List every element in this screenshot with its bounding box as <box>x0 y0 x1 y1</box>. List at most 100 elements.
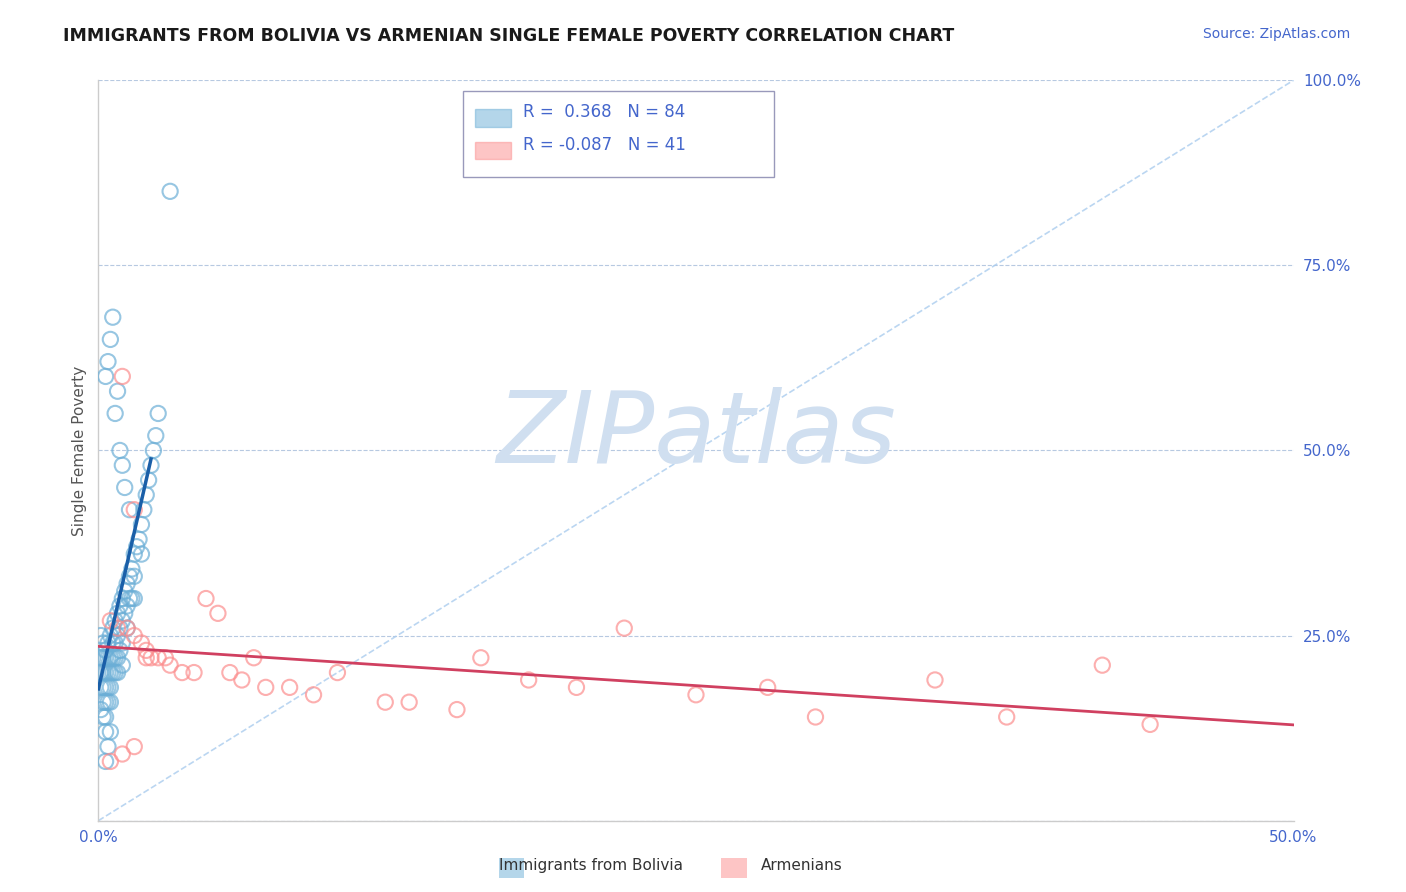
Point <box>114 607 136 621</box>
Point <box>111 369 134 384</box>
Point <box>97 681 120 695</box>
Point <box>97 354 120 368</box>
Point <box>94 710 117 724</box>
Point <box>159 184 181 198</box>
Point <box>101 636 124 650</box>
Point <box>107 665 129 680</box>
Point <box>107 621 129 635</box>
Point <box>115 621 138 635</box>
Point <box>398 695 420 709</box>
Point <box>94 681 117 695</box>
Point <box>98 628 122 642</box>
Point <box>94 695 117 709</box>
Point <box>118 569 141 583</box>
Text: Armenians: Armenians <box>761 858 842 872</box>
Point <box>131 636 153 650</box>
Point <box>924 673 946 687</box>
Point <box>90 703 112 717</box>
Point <box>131 517 153 532</box>
Point <box>155 650 177 665</box>
Point <box>517 673 540 687</box>
Point <box>118 591 141 606</box>
Point <box>107 628 129 642</box>
Point <box>98 695 122 709</box>
Point <box>108 599 131 613</box>
Text: Immigrants from Bolivia: Immigrants from Bolivia <box>499 858 682 872</box>
Point <box>90 681 112 695</box>
Point <box>1139 717 1161 731</box>
Point <box>91 681 114 695</box>
Point <box>107 607 129 621</box>
Point <box>125 540 148 554</box>
Point <box>94 724 117 739</box>
Point <box>104 614 127 628</box>
Point <box>98 755 122 769</box>
Point <box>104 407 127 421</box>
Point <box>254 681 277 695</box>
Point <box>114 584 136 599</box>
Point <box>148 407 170 421</box>
Point <box>685 688 707 702</box>
Point <box>94 665 117 680</box>
Point <box>124 502 146 516</box>
Point <box>111 458 134 473</box>
Point <box>131 547 153 561</box>
Point <box>135 643 157 657</box>
Point <box>142 443 165 458</box>
Point <box>756 681 779 695</box>
Point <box>97 636 120 650</box>
Point <box>97 665 120 680</box>
Point <box>98 614 122 628</box>
Point <box>108 443 131 458</box>
Point <box>121 562 143 576</box>
Point <box>108 621 131 635</box>
Point <box>107 384 129 399</box>
Point <box>101 650 124 665</box>
Point <box>207 607 229 621</box>
Point <box>124 739 146 754</box>
Point <box>101 310 124 325</box>
Point <box>613 621 636 635</box>
Point <box>111 747 134 761</box>
Point <box>124 569 146 583</box>
Point <box>565 681 588 695</box>
FancyBboxPatch shape <box>475 142 510 160</box>
Y-axis label: Single Female Poverty: Single Female Poverty <box>72 366 87 535</box>
Point <box>124 628 146 642</box>
Point <box>104 650 127 665</box>
Point <box>145 428 167 442</box>
Point <box>98 681 122 695</box>
Point <box>135 488 157 502</box>
Point <box>107 650 129 665</box>
Point <box>98 332 122 346</box>
Point <box>804 710 827 724</box>
Point <box>104 636 127 650</box>
Point <box>1091 658 1114 673</box>
Point <box>231 673 253 687</box>
Point <box>91 636 114 650</box>
Point <box>326 665 349 680</box>
Point <box>111 614 134 628</box>
Point <box>195 591 218 606</box>
Point <box>172 665 194 680</box>
Point <box>470 650 492 665</box>
Point <box>90 650 112 665</box>
Point <box>101 665 124 680</box>
Point <box>98 650 122 665</box>
Point <box>135 650 157 665</box>
Point <box>90 628 112 642</box>
Point <box>97 650 120 665</box>
Point <box>97 739 120 754</box>
Text: IMMIGRANTS FROM BOLIVIA VS ARMENIAN SINGLE FEMALE POVERTY CORRELATION CHART: IMMIGRANTS FROM BOLIVIA VS ARMENIAN SING… <box>63 27 955 45</box>
Point <box>90 665 112 680</box>
Point <box>219 665 242 680</box>
Point <box>114 480 136 494</box>
Point <box>111 658 134 673</box>
Point <box>111 591 134 606</box>
Text: R =  0.368   N = 84: R = 0.368 N = 84 <box>523 103 685 121</box>
Point <box>115 621 138 635</box>
Point <box>128 533 150 547</box>
Point <box>374 695 396 709</box>
Point <box>302 688 325 702</box>
Point <box>94 643 117 657</box>
